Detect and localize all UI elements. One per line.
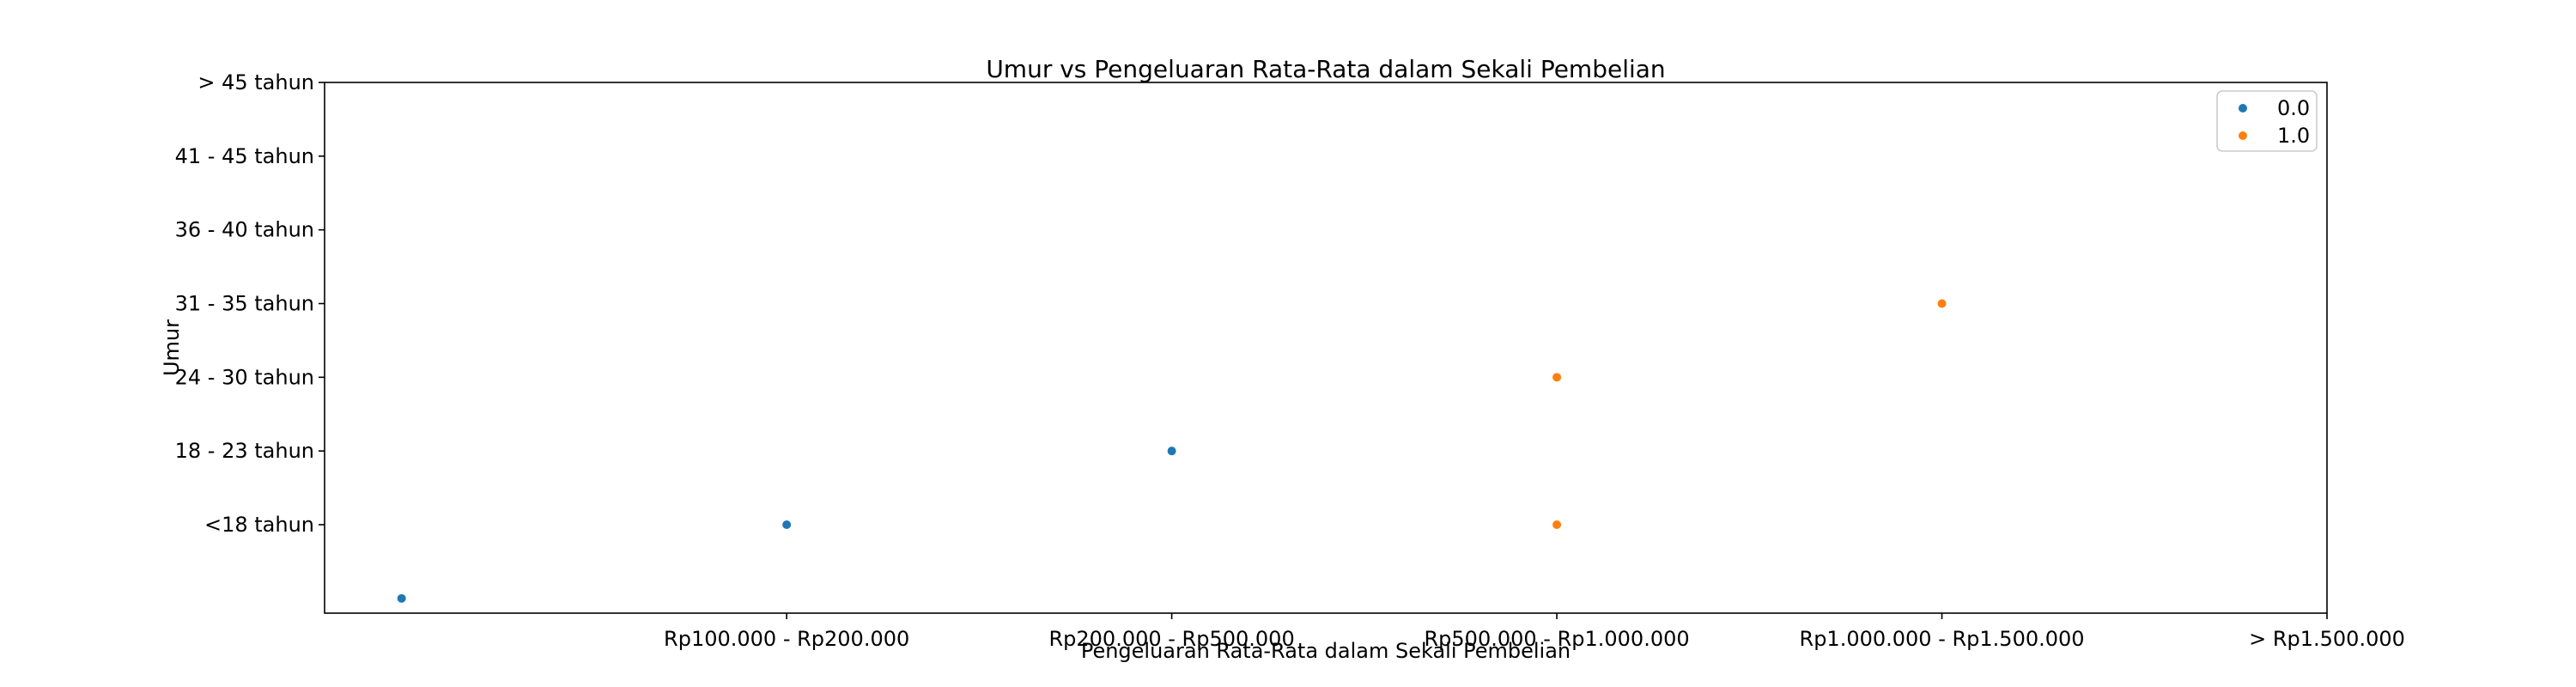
plot-area-frame — [324, 82, 2328, 614]
y-tick-label: 41 - 45 tahun — [175, 144, 314, 168]
x-tick-label: Rp100.000 - Rp200.000 — [664, 627, 909, 651]
data-point-series-0 — [1167, 447, 1176, 456]
x-tick-label: Rp200.000 - Rp500.000 — [1048, 627, 1294, 651]
y-tick-label: 36 - 40 tahun — [175, 218, 314, 242]
y-axis-ticks: <18 tahun 18 - 23 tahun 24 - 30 tahun 31 - … — [175, 70, 325, 537]
data-point-series-1 — [1937, 299, 1947, 308]
chart-title: Umur vs Pengeluaran Rata-Rata dalam Seka… — [986, 55, 1665, 83]
legend-marker-series-1 — [2239, 131, 2247, 140]
x-axis-ticks: Rp100.000 - Rp200.000 Rp200.000 - Rp500.0… — [664, 613, 2405, 651]
legend-marker-series-0 — [2239, 104, 2247, 112]
data-points — [397, 299, 1947, 603]
x-tick-label: Rp500.000 - Rp1.000.000 — [1425, 627, 1690, 651]
y-tick-label: <18 tahun — [204, 513, 314, 537]
legend-label: 1.0 — [2277, 124, 2310, 148]
y-tick-label: 18 - 23 tahun — [175, 439, 314, 463]
y-tick-label: > 45 tahun — [197, 70, 314, 94]
data-point-series-1 — [1552, 373, 1562, 382]
data-point-series-0 — [397, 593, 406, 603]
data-point-series-1 — [1552, 520, 1562, 529]
x-tick-label: Rp1.000.000 - Rp1.500.000 — [1800, 627, 2085, 651]
x-tick-label: > Rp1.500.000 — [2249, 627, 2405, 651]
y-tick-label: 24 - 30 tahun — [175, 365, 314, 389]
y-tick-label: 31 - 35 tahun — [175, 292, 314, 316]
legend: 0.01.0 — [2216, 90, 2318, 152]
y-axis-title: Umur — [160, 319, 184, 376]
data-point-series-0 — [782, 520, 792, 529]
legend-label: 0.0 — [2277, 96, 2310, 120]
x-axis-title: Pengeluaran Rata-Rata dalam Sekali Pembe… — [1081, 639, 1571, 663]
